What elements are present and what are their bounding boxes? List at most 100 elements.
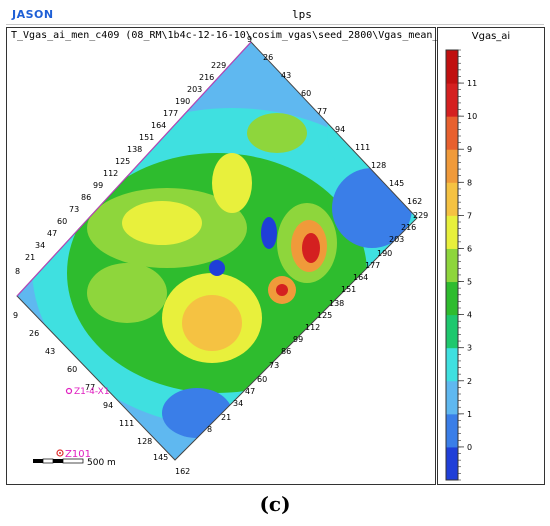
window-title: lps bbox=[292, 8, 312, 21]
crossline-label: 60 bbox=[301, 89, 311, 98]
color-swatch bbox=[446, 380, 458, 415]
inline-label: 8 bbox=[15, 267, 20, 276]
inline-label-right: 138 bbox=[329, 299, 344, 308]
legend-tick-label: 10 bbox=[467, 112, 477, 121]
inline-label-right: 86 bbox=[281, 347, 291, 356]
crossline-label: 77 bbox=[317, 107, 327, 116]
legend-tick-label: 5 bbox=[467, 278, 472, 287]
inline-label: 60 bbox=[57, 217, 67, 226]
legend-tick-label: 4 bbox=[467, 311, 472, 320]
color-swatch bbox=[446, 83, 458, 117]
well-label: Z1-4-X1 bbox=[74, 387, 110, 397]
crossline-label: 43 bbox=[45, 347, 55, 356]
inline-label: 47 bbox=[47, 229, 57, 238]
inline-label: 73 bbox=[69, 205, 79, 214]
app-brand: JASON bbox=[12, 8, 54, 21]
inline-label-right: 99 bbox=[293, 335, 303, 344]
legend-panel: Vgas_ai 11 10 9 8 7 6 5 4 3 2 1 0 bbox=[437, 27, 545, 485]
inline-label: 229 bbox=[211, 61, 226, 70]
scale-bar-label: 500 m bbox=[87, 458, 116, 468]
legend-tick-label: 7 bbox=[467, 211, 472, 220]
crossline-label: 145 bbox=[389, 179, 404, 188]
color-swatch bbox=[446, 446, 458, 481]
inline-label: 203 bbox=[187, 85, 202, 94]
inline-label: 99 bbox=[93, 181, 103, 190]
crossline-label: 162 bbox=[175, 467, 190, 476]
color-ramp-border bbox=[445, 49, 459, 481]
color-ramp bbox=[445, 49, 459, 481]
legend-title: Vgas_ai bbox=[471, 31, 511, 42]
crossline-label: 26 bbox=[263, 53, 273, 62]
attribute-map[interactable]: 229 216 203 190 177 164 151 138 125 112 … bbox=[7, 28, 435, 484]
color-swatch bbox=[446, 413, 458, 448]
inline-label: 177 bbox=[163, 109, 178, 118]
legend-tick-label: 0 bbox=[467, 443, 472, 452]
inline-label: 190 bbox=[175, 97, 190, 106]
scale-bar: 500 m bbox=[33, 458, 116, 468]
legend-tick-label: 2 bbox=[467, 377, 472, 386]
legend-tick-label: 6 bbox=[467, 244, 472, 253]
inline-label-right: 47 bbox=[245, 387, 255, 396]
color-swatch bbox=[446, 347, 458, 382]
crossline-label: 145 bbox=[153, 453, 168, 462]
crossline-label: 111 bbox=[355, 143, 370, 152]
inline-axis bbox=[16, 41, 252, 297]
inline-label-right: 203 bbox=[389, 235, 404, 244]
well-label: Z101 bbox=[65, 449, 91, 460]
crossline-label: 94 bbox=[335, 125, 345, 134]
inline-label-right: 21 bbox=[221, 413, 231, 422]
color-swatch bbox=[446, 182, 458, 216]
well-z101[interactable]: Z101 bbox=[56, 449, 91, 460]
color-swatch bbox=[446, 215, 458, 249]
color-swatch bbox=[446, 281, 458, 316]
inline-label: 151 bbox=[139, 133, 154, 142]
caption-label: (c) bbox=[259, 492, 291, 516]
crossline-label: 43 bbox=[281, 71, 291, 80]
crossline-label: 111 bbox=[119, 419, 134, 428]
color-swatch bbox=[446, 248, 458, 283]
crossline-label: 9 bbox=[247, 35, 252, 44]
inline-label-right: 34 bbox=[233, 399, 243, 408]
inline-label-right: 216 bbox=[401, 223, 416, 232]
legend-tick-label: 11 bbox=[467, 79, 477, 88]
map-panel[interactable]: T_Vgas_ai_men_c409 (08_RM\1b4c-12-16-10\… bbox=[6, 27, 535, 485]
well-z1-4-x1[interactable]: Z1-4-X1 bbox=[65, 387, 110, 397]
inline-label: 86 bbox=[81, 193, 91, 202]
inline-label: 34 bbox=[35, 241, 45, 250]
color-swatch bbox=[446, 149, 458, 183]
inline-label: 21 bbox=[25, 253, 35, 262]
crossline-label: 94 bbox=[103, 401, 113, 410]
app-titlebar: JASON lps bbox=[6, 6, 544, 25]
inline-label: 164 bbox=[151, 121, 166, 130]
color-swatch bbox=[446, 50, 458, 84]
inline-label-right: 177 bbox=[365, 261, 380, 270]
color-swatch bbox=[446, 314, 458, 349]
legend-tick-label: 1 bbox=[467, 410, 472, 419]
inline-label-right: 60 bbox=[257, 375, 267, 384]
inline-label-right: 73 bbox=[269, 361, 279, 370]
inline-label-right: 164 bbox=[353, 273, 368, 282]
legend-tick-label: 9 bbox=[467, 145, 472, 154]
color-swatch bbox=[446, 116, 458, 150]
inline-label-right: 229 bbox=[413, 211, 428, 220]
figure-caption: (c) bbox=[0, 492, 550, 516]
inline-label-right: 190 bbox=[377, 249, 392, 258]
inline-label-right: 151 bbox=[341, 285, 356, 294]
inline-label-right: 8 bbox=[207, 425, 212, 434]
legend-tick-label: 3 bbox=[467, 344, 472, 353]
crossline-label: 162 bbox=[407, 197, 422, 206]
inline-label-right: 125 bbox=[317, 311, 332, 320]
crossline-label: 77 bbox=[85, 383, 95, 392]
crossline-label: 26 bbox=[29, 329, 39, 338]
inline-label: 216 bbox=[199, 73, 214, 82]
inline-label-right: 112 bbox=[305, 323, 320, 332]
axis-labels: 229 216 203 190 177 164 151 138 125 112 … bbox=[13, 35, 428, 476]
crossline-label: 128 bbox=[371, 161, 386, 170]
map-title: T_Vgas_ai_men_c409 (08_RM\1b4c-12-16-10\… bbox=[11, 30, 535, 41]
inline-label: 112 bbox=[103, 169, 118, 178]
crossline-label: 60 bbox=[67, 365, 77, 374]
crossline-label: 9 bbox=[13, 311, 18, 320]
inline-label: 125 bbox=[115, 157, 130, 166]
